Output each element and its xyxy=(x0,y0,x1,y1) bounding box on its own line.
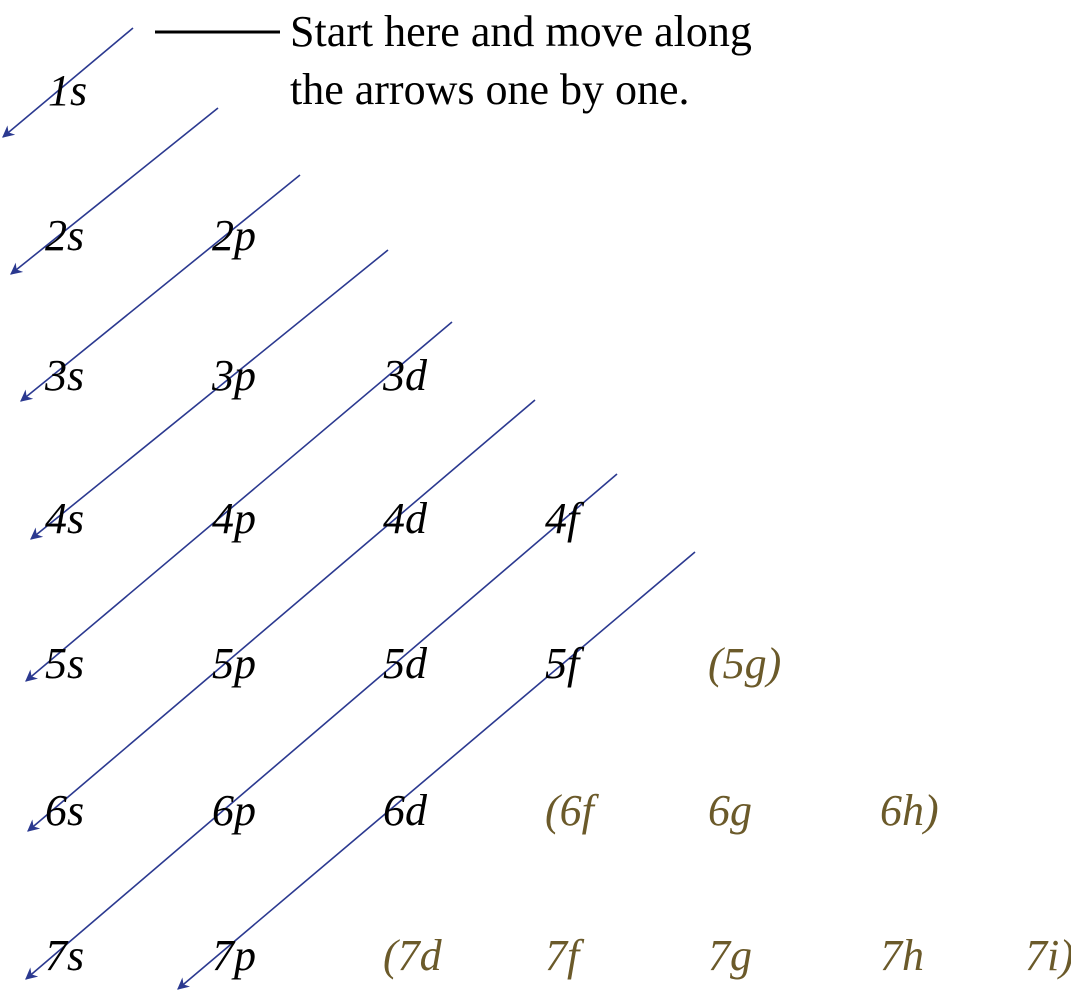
arrow xyxy=(177,551,696,990)
orbital-label: 6p xyxy=(212,786,256,835)
orbital-label: (5g) xyxy=(708,639,781,688)
orbital-label: 7h xyxy=(880,931,924,980)
orbital-label: 5p xyxy=(212,639,256,688)
orbital-label: 7i) xyxy=(1025,931,1071,980)
orbital-label: 4p xyxy=(212,494,256,543)
note-line: Start here and move along xyxy=(290,7,752,56)
orbital-label: 5s xyxy=(45,639,84,688)
orbital-label: 7f xyxy=(545,931,585,980)
orbital-label: 7s xyxy=(45,931,84,980)
note-line: the arrows one by one. xyxy=(290,65,690,114)
orbital-label: 4s xyxy=(45,494,84,543)
orbital-label: 1s xyxy=(48,66,87,115)
arrow xyxy=(30,249,389,540)
orbital-label: (7d xyxy=(383,931,443,980)
orbital-label: 6d xyxy=(383,786,428,835)
orbital-label: 7g xyxy=(708,931,752,980)
orbital-label: 4f xyxy=(545,494,585,543)
arrow xyxy=(20,174,301,402)
arrow xyxy=(10,107,219,275)
arrows xyxy=(2,27,696,990)
arrow xyxy=(25,321,453,682)
orbital-label: (6f xyxy=(545,786,600,835)
arrow xyxy=(27,399,536,832)
arrow xyxy=(2,27,134,138)
orbital-label: 7p xyxy=(212,931,256,980)
orbital-label: 3d xyxy=(382,351,428,400)
arrow xyxy=(25,473,618,980)
orbital-label: 3s xyxy=(44,351,84,400)
orbital-label: 2s xyxy=(45,211,84,260)
orbital-label: 2p xyxy=(212,211,256,260)
orbital-label: 6h) xyxy=(880,786,939,835)
orbital-label: 5f xyxy=(545,639,585,688)
orbital-label: 4d xyxy=(383,494,428,543)
orbital-label: 3p xyxy=(211,351,256,400)
orbital-label: 6g xyxy=(708,786,752,835)
orbital-label: 5d xyxy=(383,639,428,688)
orbital-label: 6s xyxy=(45,786,84,835)
orbital-labels: 1s 2s 2p 3s 3p 3d 4s 4p 4d 4f 5s 5p 5d 5f (5g) 6s 6p 6d (6… xyxy=(44,66,1071,980)
